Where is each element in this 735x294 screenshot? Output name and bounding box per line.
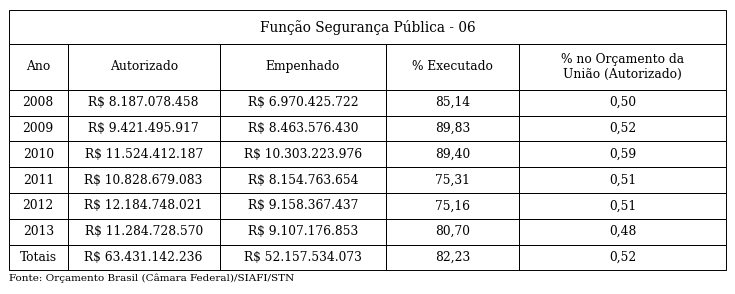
Bar	[519, 245, 726, 270]
Bar	[519, 44, 726, 90]
Bar	[9, 10, 726, 44]
Bar	[519, 167, 726, 193]
Text: 2013: 2013	[23, 225, 54, 238]
Bar	[519, 219, 726, 245]
Bar	[68, 90, 220, 116]
Text: 75,31: 75,31	[435, 173, 470, 187]
Text: R$ 10.828.679.083: R$ 10.828.679.083	[85, 173, 203, 187]
Text: 0,52: 0,52	[609, 251, 637, 264]
Bar	[220, 193, 386, 219]
Bar	[9, 167, 68, 193]
Bar	[9, 219, 68, 245]
Bar	[386, 141, 519, 167]
Text: 89,83: 89,83	[435, 122, 470, 135]
Bar	[220, 116, 386, 141]
Text: % no Orçamento da
União (Autorizado): % no Orçamento da União (Autorizado)	[561, 53, 684, 81]
Bar	[220, 219, 386, 245]
Text: Função Segurança Pública - 06: Função Segurança Pública - 06	[259, 20, 476, 35]
Bar	[386, 193, 519, 219]
Bar	[386, 245, 519, 270]
Text: 2010: 2010	[23, 148, 54, 161]
Bar	[68, 116, 220, 141]
Text: Fonte: Orçamento Brasil (Câmara Federal)/SIAFI/STN: Fonte: Orçamento Brasil (Câmara Federal)…	[9, 273, 294, 283]
Bar	[386, 90, 519, 116]
Bar	[386, 116, 519, 141]
Bar	[68, 141, 220, 167]
Text: R$ 9.158.367.437: R$ 9.158.367.437	[248, 199, 358, 212]
Text: 0,52: 0,52	[609, 122, 637, 135]
Text: R$ 11.284.728.570: R$ 11.284.728.570	[85, 225, 203, 238]
Bar	[386, 44, 519, 90]
Bar	[68, 193, 220, 219]
Bar	[68, 167, 220, 193]
Text: 82,23: 82,23	[435, 251, 470, 264]
Text: R$ 12.184.748.021: R$ 12.184.748.021	[85, 199, 203, 212]
Text: R$ 9.107.176.853: R$ 9.107.176.853	[248, 225, 358, 238]
Text: Totais: Totais	[20, 251, 57, 264]
Bar	[519, 116, 726, 141]
Bar	[9, 141, 68, 167]
Text: 2012: 2012	[23, 199, 54, 212]
Text: R$ 63.431.142.236: R$ 63.431.142.236	[85, 251, 203, 264]
Bar	[519, 193, 726, 219]
Bar	[68, 44, 220, 90]
Text: R$ 11.524.412.187: R$ 11.524.412.187	[85, 148, 203, 161]
Text: 89,40: 89,40	[435, 148, 470, 161]
Text: Empenhado: Empenhado	[266, 60, 340, 74]
Text: 0,48: 0,48	[609, 225, 637, 238]
Text: R$ 9.421.495.917: R$ 9.421.495.917	[88, 122, 199, 135]
Text: Autorizado: Autorizado	[110, 60, 178, 74]
Bar	[68, 245, 220, 270]
Bar	[220, 44, 386, 90]
Bar	[220, 167, 386, 193]
Text: 85,14: 85,14	[435, 96, 470, 109]
Bar	[386, 219, 519, 245]
Bar	[519, 141, 726, 167]
Text: R$ 52.157.534.073: R$ 52.157.534.073	[244, 251, 362, 264]
Bar	[220, 90, 386, 116]
Text: 2008: 2008	[23, 96, 54, 109]
Bar	[9, 245, 68, 270]
Bar	[9, 116, 68, 141]
Text: 0,51: 0,51	[609, 173, 636, 187]
Bar	[9, 193, 68, 219]
Bar	[68, 219, 220, 245]
Bar	[386, 167, 519, 193]
Bar	[220, 245, 386, 270]
Text: R$ 8.187.078.458: R$ 8.187.078.458	[88, 96, 199, 109]
Text: 2009: 2009	[23, 122, 54, 135]
Text: R$ 10.303.223.976: R$ 10.303.223.976	[244, 148, 362, 161]
Text: 75,16: 75,16	[435, 199, 470, 212]
Bar	[9, 90, 68, 116]
Text: 2011: 2011	[23, 173, 54, 187]
Text: 0,59: 0,59	[609, 148, 637, 161]
Text: % Executado: % Executado	[412, 60, 493, 74]
Bar	[220, 141, 386, 167]
Text: 0,51: 0,51	[609, 199, 636, 212]
Text: 0,50: 0,50	[609, 96, 636, 109]
Text: R$ 8.463.576.430: R$ 8.463.576.430	[248, 122, 358, 135]
Text: Ano: Ano	[26, 60, 51, 74]
Bar	[519, 90, 726, 116]
Text: 80,70: 80,70	[435, 225, 470, 238]
Bar	[9, 44, 68, 90]
Text: R$ 6.970.425.722: R$ 6.970.425.722	[248, 96, 358, 109]
Text: R$ 8.154.763.654: R$ 8.154.763.654	[248, 173, 358, 187]
